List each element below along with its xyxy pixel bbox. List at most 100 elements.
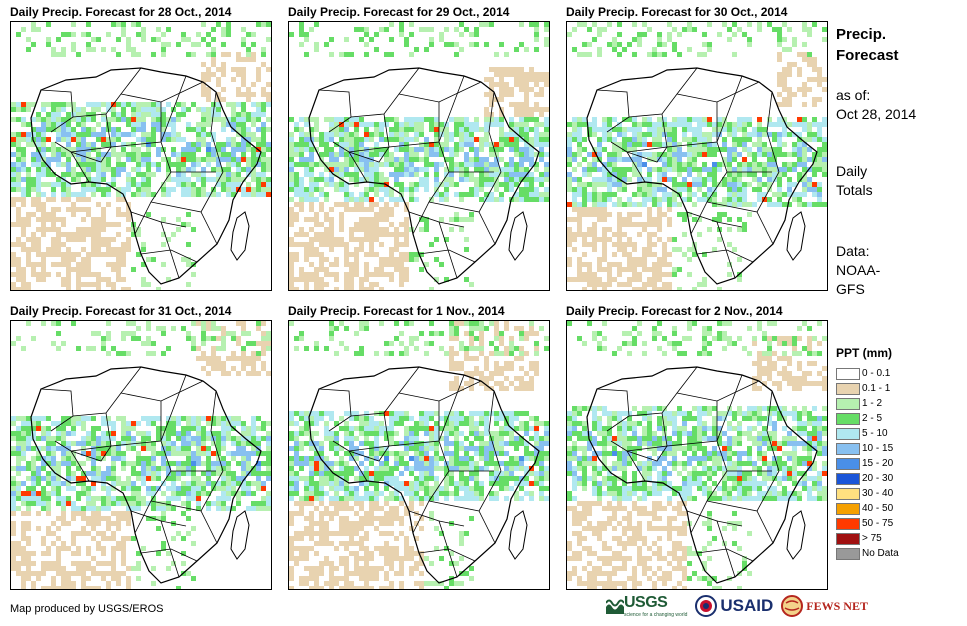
precip-cell [514, 67, 519, 72]
precip-cell [201, 321, 206, 326]
precip-cell [289, 167, 294, 172]
precip-cell [61, 341, 66, 346]
precip-cell [206, 157, 211, 162]
precip-cell [21, 416, 26, 421]
precip-cell [519, 326, 524, 331]
precip-cell [444, 132, 449, 137]
precip-cell [151, 471, 156, 476]
precip-cell [101, 277, 106, 282]
precip-cell [324, 421, 329, 426]
precip-cell [727, 162, 732, 167]
precip-cell [231, 182, 236, 187]
precip-cell [359, 237, 364, 242]
precip-cell [21, 441, 26, 446]
precip-cell [349, 177, 354, 182]
precip-cell [121, 451, 126, 456]
precip-cell [146, 431, 151, 436]
precip-cell [737, 167, 742, 172]
precip-cell [81, 207, 86, 212]
precip-cell [31, 446, 36, 451]
precip-cell [454, 376, 459, 381]
precip-cell [51, 47, 56, 52]
precip-cell [434, 237, 439, 242]
precip-cell [464, 321, 469, 326]
precip-cell [334, 242, 339, 247]
precip-cell [334, 351, 339, 356]
precip-cell [662, 247, 667, 252]
precip-cell [802, 22, 807, 27]
precip-cell [186, 122, 191, 127]
precip-cell [16, 561, 21, 566]
precip-cell [96, 232, 101, 237]
precip-cell [354, 142, 359, 147]
precip-cell [657, 222, 662, 227]
precip-cell [241, 152, 246, 157]
precip-cell [261, 177, 266, 182]
precip-cell [26, 182, 31, 187]
precip-cell [176, 471, 181, 476]
precip-cell [334, 272, 339, 277]
precip-cell [524, 87, 529, 92]
precip-cell [206, 32, 211, 37]
precip-cell [186, 127, 191, 132]
precip-cell [111, 461, 116, 466]
precip-cell [81, 491, 86, 496]
precip-cell [66, 252, 71, 257]
precip-cell [161, 182, 166, 187]
precip-cell [304, 192, 309, 197]
precip-cell [304, 257, 309, 262]
precip-cell [151, 456, 156, 461]
precip-cell [181, 481, 186, 486]
precip-cell [652, 262, 657, 267]
precip-cell [534, 361, 539, 366]
precip-cell [66, 122, 71, 127]
precip-cell [762, 142, 767, 147]
precip-cell [211, 147, 216, 152]
precip-cell [116, 192, 121, 197]
precip-cell [261, 142, 266, 147]
precip-cell [181, 501, 186, 506]
precip-cell [116, 516, 121, 521]
precip-cell [106, 157, 111, 162]
precip-cell [101, 516, 106, 521]
precip-cell [637, 157, 642, 162]
country-border [140, 249, 198, 263]
precip-cell [211, 152, 216, 157]
precip-cell [802, 127, 807, 132]
precip-cell [236, 72, 241, 77]
precip-cell [379, 137, 384, 142]
precip-cell [136, 336, 141, 341]
precip-cell [304, 416, 309, 421]
precip-cell [722, 127, 727, 132]
precip-cell [206, 97, 211, 102]
precip-cell [61, 461, 66, 466]
precip-cell [66, 167, 71, 172]
precip-cell [612, 47, 617, 52]
precip-cell [236, 147, 241, 152]
precip-cell [186, 456, 191, 461]
precip-cell [86, 491, 91, 496]
precip-cell [767, 202, 772, 207]
precip-cell [86, 506, 91, 511]
precip-cell [459, 197, 464, 202]
precip-cell [807, 132, 812, 137]
precip-cell [261, 361, 266, 366]
precip-cell [544, 162, 549, 167]
precip-cell [592, 202, 597, 207]
precip-cell [419, 27, 424, 32]
precip-cell [642, 152, 647, 157]
precip-cell [459, 172, 464, 177]
precip-cell [166, 167, 171, 172]
precip-cell [46, 37, 51, 42]
precip-cell [36, 227, 41, 232]
precip-cell [602, 212, 607, 217]
precip-cell [374, 177, 379, 182]
precip-cell [737, 182, 742, 187]
precip-cell [21, 346, 26, 351]
precip-cell [111, 556, 116, 561]
precip-cell [509, 162, 514, 167]
precip-cell [96, 107, 101, 112]
precip-cell [484, 162, 489, 167]
precip-cell [662, 287, 667, 290]
precip-cell [349, 411, 354, 416]
